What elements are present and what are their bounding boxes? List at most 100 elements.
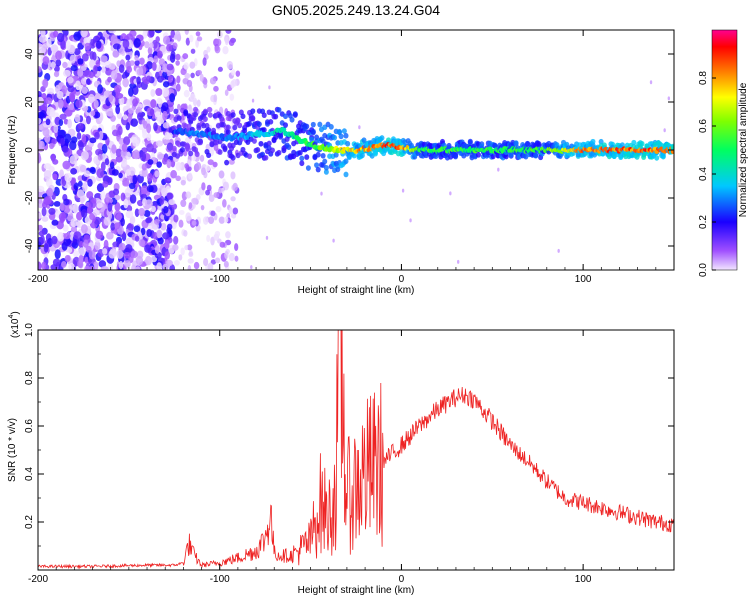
noise-speck <box>55 59 62 67</box>
noise-speck <box>176 75 181 84</box>
noise-speck <box>121 71 128 80</box>
noise-speck <box>38 196 43 204</box>
noise-speck <box>95 59 101 68</box>
signal-halo <box>193 146 199 153</box>
noise-speck <box>172 244 179 251</box>
signal-halo <box>379 135 385 141</box>
noise-speck <box>122 77 129 88</box>
noise-speck <box>224 89 229 96</box>
noise-speck <box>497 167 500 172</box>
spectrogram-x-tick-label: -100 <box>210 274 230 285</box>
noise-speck <box>74 114 81 123</box>
signal-halo <box>343 171 349 178</box>
noise-speck <box>94 131 100 140</box>
noise-speck <box>97 153 103 161</box>
noise-speck <box>456 259 460 264</box>
spectrogram-x-tick-label: 0 <box>399 274 405 285</box>
noise-speck <box>48 166 55 173</box>
signal-halo <box>273 113 279 120</box>
noise-speck <box>84 42 91 51</box>
noise-speck <box>155 140 164 147</box>
noise-speck <box>140 227 146 236</box>
signal-halo <box>217 149 223 155</box>
noise-speck <box>166 63 174 71</box>
noise-speck <box>124 187 131 198</box>
noise-speck <box>214 257 221 264</box>
noise-speck <box>232 207 239 215</box>
noise-speck <box>78 141 84 151</box>
noise-speck <box>110 222 116 231</box>
noise-speck <box>114 201 121 212</box>
svg-text:(x104): (x104) <box>8 311 21 338</box>
noise-speck <box>61 260 67 268</box>
noise-speck <box>180 199 187 208</box>
noise-speck <box>175 83 181 92</box>
noise-speck <box>93 111 101 119</box>
snr-series-line <box>38 330 674 570</box>
noise-speck <box>146 143 154 153</box>
noise-speck <box>146 228 153 238</box>
noise-speck <box>146 75 152 82</box>
noise-speck <box>58 118 64 127</box>
noise-speck <box>173 260 180 266</box>
signal-halo <box>186 123 192 130</box>
noise-speck <box>171 221 177 230</box>
noise-speck <box>163 206 169 214</box>
noise-speck <box>191 220 197 226</box>
noise-speck <box>38 35 47 43</box>
noise-speck <box>80 224 88 234</box>
noise-speck <box>106 231 114 240</box>
spectrogram-y-tick-label: -20 <box>24 190 35 205</box>
noise-speck <box>219 241 226 248</box>
noise-speck <box>112 188 120 196</box>
noise-speck <box>78 254 84 264</box>
noise-speck <box>63 232 71 240</box>
signal-halo <box>289 116 295 123</box>
noise-speck <box>115 148 123 157</box>
noise-speck <box>148 185 154 193</box>
noise-speck <box>138 66 144 76</box>
noise-speck <box>126 65 133 74</box>
noise-speck <box>201 182 206 191</box>
signal-halo <box>304 154 310 160</box>
signal-halo <box>660 152 666 159</box>
noise-speck <box>139 151 147 162</box>
signal-halo <box>286 144 292 150</box>
signal-halo <box>345 140 351 147</box>
noise-speck <box>38 230 45 237</box>
noise-speck <box>164 131 170 140</box>
signal-halo <box>278 134 284 140</box>
noise-speck <box>95 40 102 49</box>
signal-halo <box>230 112 236 118</box>
colorbar-label: Normalized spectral amplitude <box>738 82 749 217</box>
noise-speck <box>89 50 95 61</box>
noise-speck <box>173 214 179 223</box>
signal-halo <box>179 146 185 153</box>
signal-halo <box>193 111 199 118</box>
noise-speck <box>205 189 210 196</box>
signal-halo <box>631 139 637 146</box>
noise-speck <box>230 196 236 202</box>
noise-speck <box>42 127 50 137</box>
noise-speck <box>86 191 94 199</box>
signal-halo <box>240 113 246 120</box>
noise-speck <box>145 255 152 266</box>
noise-speck <box>76 211 83 221</box>
spectrogram-image <box>38 30 674 270</box>
noise-speck <box>156 229 163 239</box>
signal-halo <box>230 155 236 161</box>
figure-title: GN05.2025.249.13.24.G04 <box>272 2 440 18</box>
noise-speck <box>156 161 162 168</box>
signal-halo <box>222 145 228 151</box>
noise-speck <box>189 61 196 69</box>
noise-speck <box>199 154 205 162</box>
noise-speck <box>155 88 163 96</box>
noise-speck <box>173 235 179 245</box>
signal-halo <box>323 169 329 175</box>
noise-speck <box>189 93 196 101</box>
signal-halo <box>202 108 208 115</box>
noise-speck <box>127 107 135 114</box>
noise-speck <box>63 203 71 214</box>
